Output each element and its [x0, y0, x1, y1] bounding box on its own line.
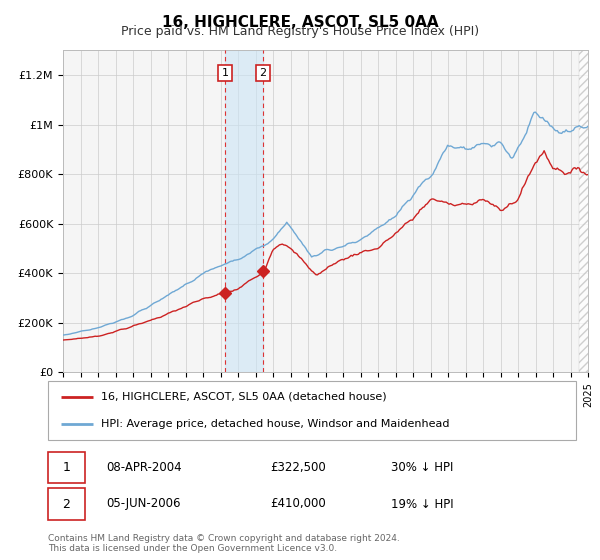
Bar [48, 452, 85, 483]
Text: 16, HIGHCLERE, ASCOT, SL5 0AA: 16, HIGHCLERE, ASCOT, SL5 0AA [161, 15, 439, 30]
Text: 1: 1 [62, 461, 70, 474]
Text: 19% ↓ HPI: 19% ↓ HPI [391, 497, 454, 511]
Text: 2: 2 [62, 497, 70, 511]
Text: Contains HM Land Registry data © Crown copyright and database right 2024.
This d: Contains HM Land Registry data © Crown c… [48, 534, 400, 553]
Text: HPI: Average price, detached house, Windsor and Maidenhead: HPI: Average price, detached house, Wind… [101, 419, 449, 429]
Bar [225, 50, 263, 372]
Bar [48, 488, 85, 520]
Text: Price paid vs. HM Land Registry's House Price Index (HPI): Price paid vs. HM Land Registry's House … [121, 25, 479, 38]
Text: 1: 1 [222, 68, 229, 78]
Text: 2: 2 [259, 68, 266, 78]
Text: 16, HIGHCLERE, ASCOT, SL5 0AA (detached house): 16, HIGHCLERE, ASCOT, SL5 0AA (detached … [101, 391, 386, 402]
Text: £322,500: £322,500 [270, 461, 326, 474]
Text: 30% ↓ HPI: 30% ↓ HPI [391, 461, 454, 474]
Bar [579, 50, 590, 372]
Text: £410,000: £410,000 [270, 497, 326, 511]
Text: 08-APR-2004: 08-APR-2004 [106, 461, 182, 474]
Text: 05-JUN-2006: 05-JUN-2006 [106, 497, 181, 511]
